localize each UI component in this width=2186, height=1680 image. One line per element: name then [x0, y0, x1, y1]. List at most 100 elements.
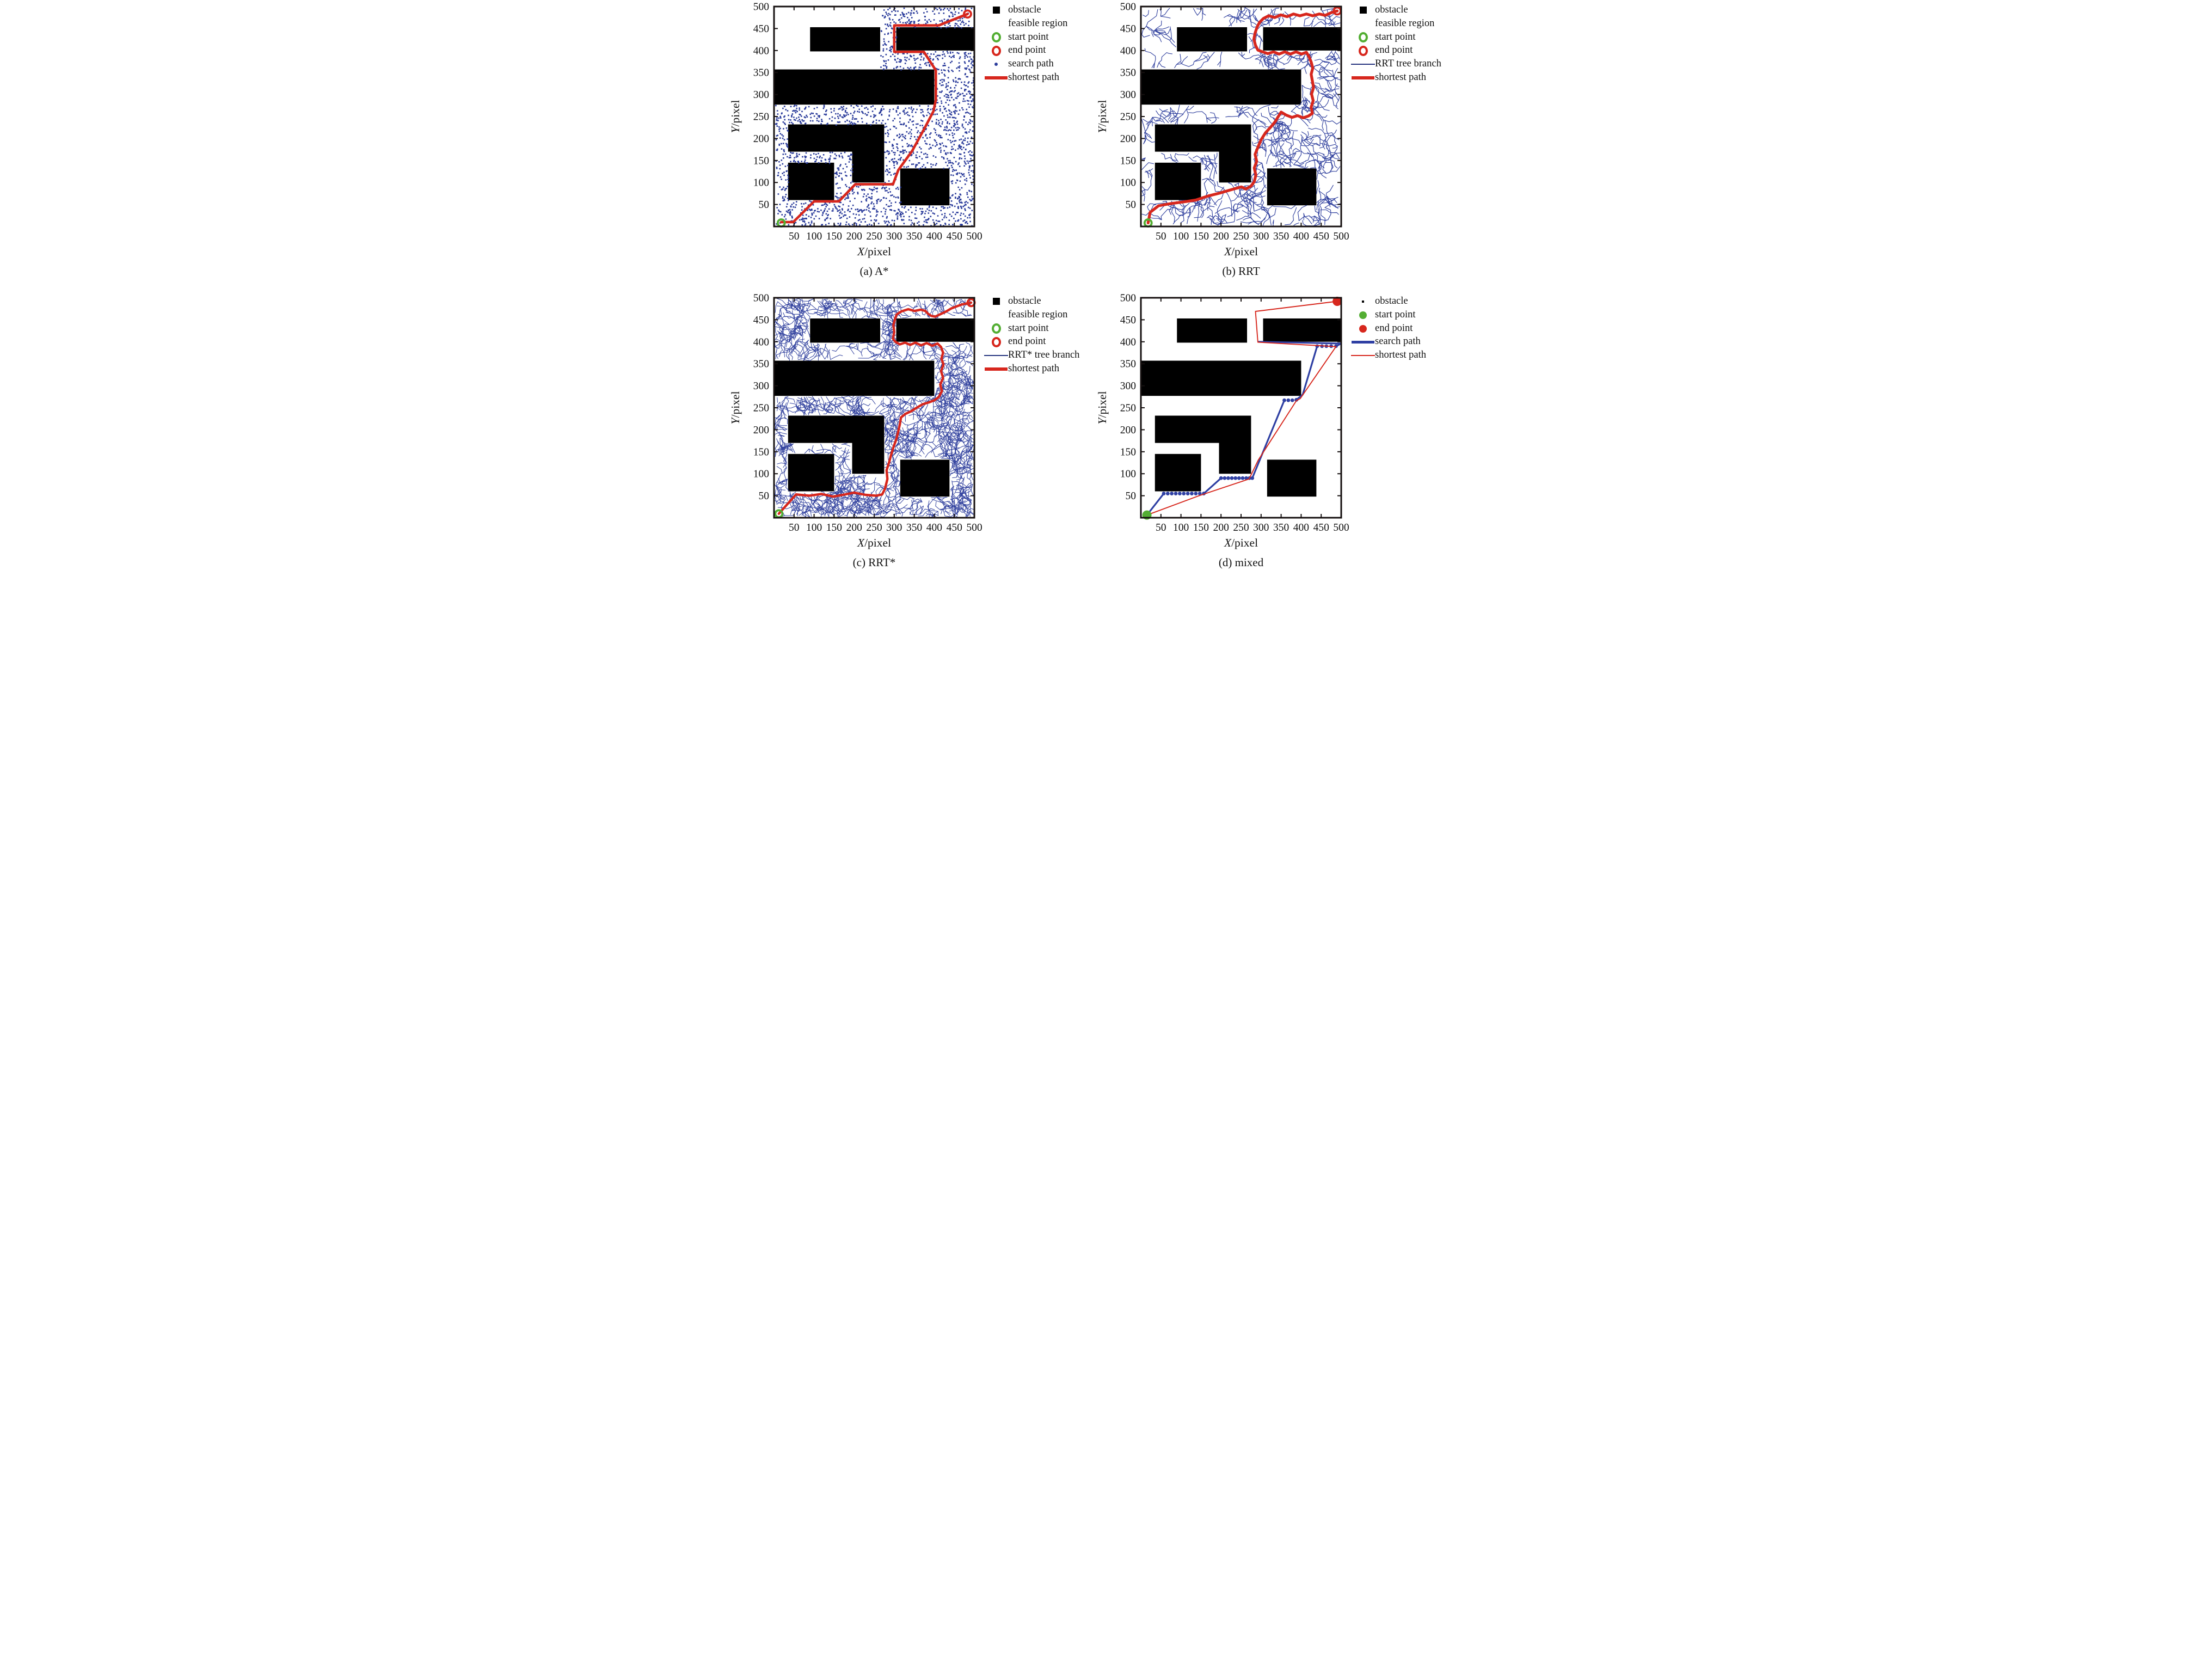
y-tick-label: 50	[759, 490, 770, 502]
legend-item-start-point: start point	[1351, 309, 1459, 321]
caption-b: (b) RRT	[1222, 265, 1260, 278]
legend-label: RRT* tree branch	[1008, 350, 1080, 361]
y-tick-label: 450	[753, 23, 769, 35]
x-tick-label: 150	[1193, 231, 1209, 242]
rrt-tree-branches	[1141, 7, 1341, 226]
y-tick-label: 200	[1120, 425, 1136, 436]
x-tick-label: 300	[886, 522, 902, 534]
line-red-thick-icon	[1351, 73, 1375, 83]
x-tick-label: 500	[1333, 522, 1349, 534]
end-point	[1333, 296, 1342, 306]
y-axis-label: Y/pixel	[729, 391, 742, 425]
legend-label: start point	[1375, 309, 1416, 320]
y-tick-label: 400	[1120, 336, 1136, 348]
x-axis-label: X/pixel	[857, 536, 891, 549]
x-tick-label: 250	[866, 522, 882, 534]
search-path-node	[1177, 492, 1182, 495]
panel-d: 50 100 150 200 250 300 350 400 450 500 50 100 150 200…	[1093, 293, 1460, 569]
line-red-thin-icon	[1351, 351, 1375, 360]
square-black-icon	[1351, 5, 1375, 15]
square-black-icon	[984, 5, 1008, 15]
search-path-node	[1244, 476, 1248, 480]
y-tick-label: 100	[1120, 469, 1136, 480]
x-tick-label: 150	[826, 231, 842, 242]
dot-blue-icon	[984, 59, 1008, 69]
legend-label: start point	[1008, 322, 1049, 334]
ring-green-icon	[1351, 32, 1375, 43]
plot-rrt: 50 100 150 200 250 300 350 400 450 500 50 100 150 200…	[1096, 2, 1349, 258]
legend-item-end-point: end point	[1351, 45, 1459, 57]
legend-label: shortest path	[1008, 72, 1060, 83]
legend-label: feasible region	[1375, 17, 1435, 29]
x-axis-label: X/pixel	[857, 245, 891, 258]
x-tick-label: 350	[1273, 522, 1289, 534]
search-path-node	[1165, 492, 1170, 495]
dot-black-tiny-icon	[1351, 297, 1375, 306]
end-point	[963, 9, 972, 19]
y-axis-label: Y/pixel	[729, 100, 742, 133]
legend-item-shortest-path: shortest path	[1351, 72, 1459, 84]
legend-item-obstacle: obstacle	[984, 4, 1092, 16]
y-tick-label: 50	[1126, 490, 1137, 502]
x-tick-label: 350	[906, 231, 922, 242]
search-path-line	[1203, 477, 1222, 494]
legend-item-feasible-region: feasible region	[984, 18, 1092, 30]
line-red-thick-icon	[984, 364, 1008, 374]
x-tick-label: 300	[1253, 231, 1269, 242]
legend-item-start-point: start point	[984, 32, 1092, 44]
x-tick-label: 200	[1213, 231, 1229, 242]
search-path-node	[1194, 492, 1198, 495]
caption-c: (c) RRT*	[852, 556, 896, 569]
y-tick-label: 200	[753, 133, 769, 145]
search-path-node	[1237, 476, 1241, 480]
legend-label: end point	[1008, 336, 1046, 347]
blank-icon	[984, 310, 1008, 320]
search-path-node	[1250, 476, 1255, 480]
x-tick-label: 450	[947, 522, 962, 534]
legend-item-shortest-path: shortest path	[984, 363, 1092, 375]
search-path-node	[1186, 492, 1190, 495]
legend-label: end point	[1008, 45, 1046, 56]
legend-label: obstacle	[1008, 296, 1041, 306]
search-path-node	[1241, 476, 1245, 480]
x-tick-label: 50	[1156, 522, 1166, 534]
legend-item-rrt-tree-branch: RRT tree branch	[1351, 58, 1459, 70]
x-tick-label: 150	[826, 522, 842, 534]
x-tick-label: 500	[1333, 231, 1349, 242]
y-tick-label: 200	[753, 425, 769, 436]
legend-item-rrt-tree-branch: RRT* tree branch	[984, 350, 1092, 361]
x-tick-label: 500	[966, 231, 982, 242]
y-tick-label: 400	[753, 45, 769, 57]
search-path-node	[1282, 398, 1286, 402]
y-tick-label: 350	[1120, 359, 1136, 370]
y-tick-label: 300	[753, 381, 769, 392]
search-path-node	[1315, 344, 1319, 348]
legend-item-end-point: end point	[984, 45, 1092, 57]
line-blue-thin-icon	[984, 351, 1008, 360]
legend-label: obstacle	[1375, 4, 1408, 15]
plot-a-star: 50 100 150 200 250 300 350 400 450 500 50 100 150 200…	[729, 2, 983, 258]
blank-icon	[984, 19, 1008, 29]
line-blue-thin-icon	[1351, 59, 1375, 69]
axis-ticks	[774, 297, 975, 518]
x-tick-label: 500	[966, 522, 982, 534]
y-tick-label: 450	[1120, 23, 1136, 35]
legend-label: shortest path	[1375, 350, 1427, 361]
y-tick-label: 300	[753, 89, 769, 101]
dot-red-icon	[1351, 324, 1375, 334]
y-tick-label: 150	[1120, 155, 1136, 167]
x-tick-label: 450	[1313, 231, 1329, 242]
legend-label: start point	[1008, 31, 1049, 42]
y-tick-label: 50	[759, 199, 770, 211]
ring-green-icon	[984, 32, 1008, 43]
obstacles	[1141, 318, 1341, 497]
legend-item-end-point: end point	[1351, 323, 1459, 335]
line-red-thick-icon	[984, 73, 1008, 83]
ring-red-icon	[984, 336, 1008, 347]
search-path-node	[1170, 492, 1174, 495]
x-tick-label: 450	[947, 231, 962, 242]
legend-label: end point	[1375, 45, 1413, 56]
x-tick-label: 400	[926, 522, 942, 534]
search-path-node	[1162, 492, 1166, 495]
x-tick-label: 300	[1253, 522, 1269, 534]
